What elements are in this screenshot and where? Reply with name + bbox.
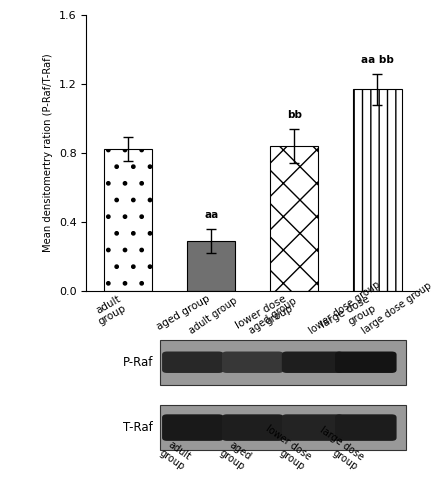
FancyBboxPatch shape (162, 414, 224, 441)
FancyBboxPatch shape (162, 352, 224, 373)
Bar (270, 146, 318, 290)
Bar (353, 89, 402, 290)
Text: lower dose group: lower dose group (307, 279, 381, 336)
FancyBboxPatch shape (335, 414, 397, 441)
FancyBboxPatch shape (222, 352, 283, 373)
Bar (187, 241, 235, 290)
Text: T-Raf: T-Raf (123, 421, 153, 434)
Bar (104, 150, 152, 290)
Text: adult
group: adult group (157, 438, 193, 472)
Text: P-Raf: P-Raf (123, 356, 153, 368)
FancyBboxPatch shape (222, 414, 283, 441)
Text: aged group: aged group (247, 296, 298, 336)
Text: lower dose
group: lower dose group (257, 424, 313, 472)
Text: aa: aa (204, 210, 218, 220)
Text: bb: bb (287, 110, 302, 120)
Bar (159, 340, 406, 384)
Text: adult group: adult group (187, 295, 239, 336)
Text: aa bb: aa bb (361, 55, 394, 65)
Text: aged
group: aged group (217, 438, 253, 472)
Y-axis label: Mean densitomertry ration (P-Raf/T-Raf): Mean densitomertry ration (P-Raf/T-Raf) (43, 54, 54, 252)
Text: large dose group: large dose group (360, 280, 432, 336)
FancyBboxPatch shape (282, 414, 343, 441)
FancyBboxPatch shape (335, 352, 397, 373)
FancyBboxPatch shape (282, 352, 343, 373)
Bar (159, 405, 406, 450)
Text: large dose
group: large dose group (311, 425, 366, 472)
